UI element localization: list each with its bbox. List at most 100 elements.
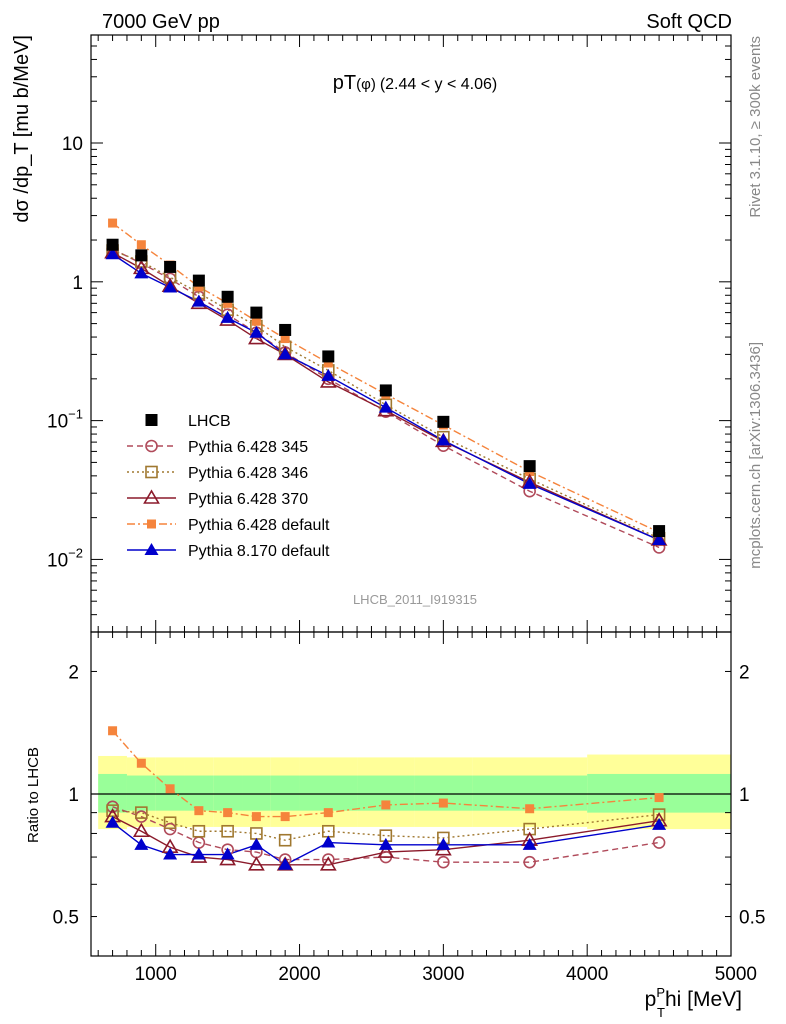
y-tick-base: 10 [47,550,68,571]
x-axis-label: pP Thi [MeV] [645,985,742,1020]
x-axis-label-main: p [645,988,657,1011]
ratio-line-pythia-6-428-default [112,730,660,818]
y-axis-label-text: dσ /dp_T [mu b/MeV] [11,35,33,223]
header-right-label: Soft QCD [646,11,732,33]
ratio-y-tick-label-right: 1 [739,785,750,806]
main-point-lhcb [523,460,536,473]
main-point-lhcb [379,384,392,397]
main-point-lhcb [164,260,177,273]
main-point-pythia-8-170-default [134,266,149,279]
x-tick-label: 4000 [566,964,608,985]
rivet-side-label: Rivet 3.1.10, ≥ 300k events [747,36,764,218]
ratio-point-pythia-6-428-370 [132,822,150,838]
ratio-band-inner [270,775,300,811]
ratio-point-pythia-6-428-345 [322,853,335,866]
header-left-label: 7000 GeV pp [102,11,220,33]
ratio-point-pythia-6-428-370 [319,856,337,871]
ratio-band-inner [126,775,156,811]
ratio-point-pythia-6-428-default [165,784,175,794]
legend-marker-pythia-6-428-346 [145,465,158,479]
mcplots-side-label: mcplots.cern.ch [arXiv:1306.3436] [747,342,764,569]
ratio-point-pythia-8-170-default [249,837,264,850]
ratio-point-pythia-8-170-default [278,857,293,870]
main-point-pythia-8-170-default [220,310,235,323]
ratio-band-inner [98,773,127,813]
ratio-point-pythia-8-170-default [191,847,206,860]
ratio-point-pythia-6-428-default [654,793,664,803]
ratio-point-pythia-8-170-default [163,847,178,860]
ratio-band-inner [213,775,243,811]
ratio-uncertainty-bands [98,754,731,830]
main-point-pythia-6-428-default [108,218,118,228]
main-point-pythia-8-170-default [321,368,336,381]
ratio-point-pythia-6-428-default [251,812,261,822]
legend-marker-pythia-6-428-345 [145,439,158,453]
main-point-pythia-8-170-default [522,476,537,489]
ratio-point-pythia-6-428-345 [163,822,177,836]
ratio-point-pythia-6-428-default [280,812,290,822]
ratio-point-pythia-6-428-345 [523,855,536,869]
main-point-lhcb [135,249,148,262]
watermark-label: LHCB_2011_I919315 [353,592,477,607]
ratio-point-pythia-6-428-345 [652,836,666,849]
main-point-lhcb [106,238,119,251]
main-point-pythia-6-428-default [223,298,233,308]
ratio-point-pythia-6-428-default [525,804,535,814]
y-tick-exponent: −2 [68,545,83,560]
main-y-tick-label: 10−1 [47,407,83,433]
main-point-lhcb [250,306,263,319]
ratio-point-pythia-8-170-default [134,837,149,850]
main-point-pythia-8-170-default [378,400,393,413]
ratio-point-pythia-8-170-default [105,815,120,828]
x-axis-label-rest: hi [MeV] [665,988,742,1011]
ratio-point-pythia-6-428-default [136,758,146,768]
ratio-point-pythia-6-428-370 [248,856,265,871]
main-point-pythia-8-170-default [163,280,178,293]
x-axis-label-sub: T [657,1005,665,1020]
main-point-pythia-6-428-default [280,334,290,344]
ratio-line-pythia-6-428-346 [112,809,660,841]
main-point-lhcb [653,525,666,538]
x-axis-label-sup: P [656,985,665,1000]
main-point-pythia-8-170-default [249,325,264,338]
main-point-lhcb [279,323,292,336]
axis-ticks [91,34,732,957]
ratio-point-pythia-6-428-default [223,808,233,818]
y-axis-label: dσ /dp_T [mu b/MeV] [11,35,33,223]
ratio-point-pythia-6-428-346 [135,806,148,819]
ratio-point-pythia-6-428-default [108,726,118,736]
main-point-pythia-6-428-default [323,358,333,368]
x-tick-label: 3000 [422,964,464,985]
legend-label-pythia-6-428-346: Pythia 6.428 346 [188,465,308,482]
legend-marker-lhcb [145,414,158,426]
main-point-pythia-8-170-default [436,433,451,446]
main-point-pythia-6-428-370 [319,373,337,388]
main-point-lhcb [221,290,234,303]
ratio-point-pythia-8-170-default [652,817,667,830]
main-point-pythia-6-428-default [194,282,204,292]
main-point-pythia-6-428-default [136,240,146,250]
ratio-point-pythia-6-428-346 [163,816,177,830]
legend-label-pythia-6-428-370: Pythia 6.428 370 [188,491,308,508]
main-point-lhcb [322,350,335,363]
ratio-y-axis-label: Ratio to LHCB [25,747,42,843]
ratio-y-tick-label-left: 0.5 [53,908,79,929]
ratio-point-pythia-6-428-default [194,806,204,816]
ratio-line-pythia-6-428-345 [112,806,660,863]
ratio-y-tick-label-left: 1 [68,785,79,806]
ratio-point-pythia-8-170-default [378,837,393,850]
legend-label-lhcb: LHCB [188,413,231,430]
ratio-point-pythia-8-170-default [220,847,235,860]
ratio-point-pythia-6-428-default [323,808,333,818]
title-range: (2.44 < y < 4.06) [380,76,497,93]
series-markers [104,218,668,871]
legend-marker-pythia-6-428-default [147,519,156,529]
main-point-pythia-8-170-default [652,533,667,546]
ratio-point-pythia-8-170-default [436,837,451,850]
ratio-y-tick-label-left: 2 [68,662,79,683]
main-point-lhcb [437,415,450,428]
legend-marker-pythia-8-170-default [144,543,159,555]
ratio-y-tick-label-right: 0.5 [739,908,765,929]
legend-label-pythia-6-428-default: Pythia 6.428 default [188,517,330,534]
